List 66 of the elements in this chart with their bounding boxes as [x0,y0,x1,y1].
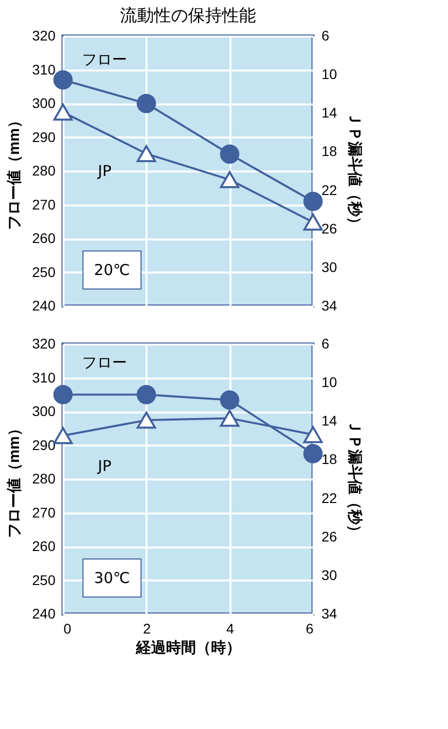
y-tick-label: 310 [32,61,56,78]
y-axis-title: フロー値（mm） [6,113,24,230]
x-axis-title: 経過時間（時） [135,640,241,656]
point [303,426,323,444]
series-label: フロー [82,50,128,69]
series-label: JP [96,456,112,475]
y2-tick-label: 22 [322,490,338,506]
y2-tick-label: 10 [322,66,338,82]
y2-tick-label: 14 [322,412,338,429]
y2-tick-label: 14 [322,104,338,121]
y-tick-label: 240 [32,298,56,314]
chart-title: 流動性の保持性能 [120,6,256,26]
x-tick-label: 6 [306,620,314,636]
point [136,384,156,404]
y2-tick-label: 22 [322,182,338,198]
series-label: フロー [82,354,128,372]
point [136,412,156,429]
y-tick-label: 280 [32,162,56,178]
point [220,171,240,188]
y-tick-label: 310 [32,369,56,386]
y2-tick-label: 26 [322,528,338,544]
y2-tick-label: 18 [322,451,338,468]
y-tick-label: 290 [32,128,56,145]
y-tick-label: 270 [32,504,56,520]
y2-tick-label: 26 [322,220,338,236]
point [220,390,240,410]
x-tick-label: 2 [142,620,151,636]
y2-axis-title: ＪＰ漏斗値（秒） [346,112,364,232]
y-tick-label: 250 [32,264,56,280]
y-tick-label: 320 [32,28,56,44]
y2-tick-label: 6 [322,28,330,44]
series-label: JP [96,162,112,180]
point [220,144,240,164]
annotation: 20℃ [94,261,130,279]
y-tick-label: 300 [32,403,56,419]
point [303,192,323,212]
x-tick-label: 4 [226,620,234,636]
y-tick-label: 290 [32,436,56,453]
x-tick-label: 0 [64,620,72,636]
point [303,444,323,464]
point [53,384,73,404]
y2-tick-label: 30 [322,258,338,275]
point [303,214,323,231]
point [53,104,73,121]
point [53,427,73,444]
point [136,145,156,162]
y2-tick-label: 10 [322,374,338,390]
annotation: 30℃ [94,569,130,587]
y2-axis-title: ＪＰ漏斗値（秒） [346,420,364,540]
y2-tick-label: 34 [322,606,338,622]
point [220,410,240,427]
y-axis-title: フロー値（mm） [6,421,24,538]
y-tick-label: 260 [32,538,56,554]
y-tick-label: 240 [32,606,56,622]
point [136,94,156,114]
y2-tick-label: 18 [322,143,338,160]
y-tick-label: 270 [32,196,56,212]
y-tick-label: 300 [32,95,56,111]
y2-tick-label: 34 [322,298,338,314]
point [53,70,73,90]
y2-tick-label: 6 [322,336,330,352]
y-tick-label: 280 [32,470,56,486]
y-tick-label: 260 [32,230,56,246]
y-tick-label: 320 [32,336,56,352]
y-tick-label: 250 [32,572,56,588]
y2-tick-label: 30 [322,566,338,583]
